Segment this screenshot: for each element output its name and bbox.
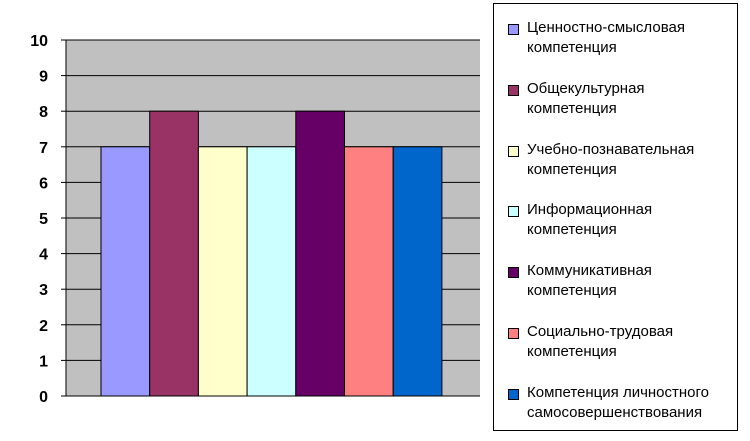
legend-swatch xyxy=(508,206,519,218)
bar-6 xyxy=(344,146,394,397)
legend-label: Информационная компетенция xyxy=(527,201,653,239)
legend-label: Социально-трудовая компетенция xyxy=(527,323,674,360)
legend-label: Ценностно-смысловая компетенция xyxy=(527,19,685,56)
y-tick-label: 4 xyxy=(39,247,48,264)
y-tick-label: 7 xyxy=(39,140,48,157)
y-tick-label: 10 xyxy=(30,33,48,50)
legend-swatch xyxy=(508,24,519,35)
y-tick-label: 1 xyxy=(39,353,48,370)
legend-swatch xyxy=(508,328,519,339)
legend-label: Компетенция личностного самосовершенство… xyxy=(527,383,709,421)
bar-chart: 0 1 2 3 4 5 6 7 8 9 10 xyxy=(30,33,480,406)
legend: Ценностно-смысловая компетенция Общекульт… xyxy=(493,3,738,431)
legend-swatch xyxy=(508,388,519,400)
y-tick-label: 0 xyxy=(39,389,48,406)
legend-swatch xyxy=(508,145,519,157)
bar-3 xyxy=(197,146,248,397)
bar-7 xyxy=(392,146,443,397)
y-tick-label: 3 xyxy=(39,282,48,299)
y-tick-label: 8 xyxy=(39,104,48,121)
legend-label: Учебно-познавательная компетенция xyxy=(527,140,695,178)
y-tick-label: 9 xyxy=(39,69,48,86)
bar-5 xyxy=(295,110,345,397)
y-tick-label: 6 xyxy=(39,175,48,192)
legend-swatch xyxy=(508,267,519,279)
y-tick-label: 2 xyxy=(39,318,48,335)
bar-1 xyxy=(100,146,151,397)
legend-label: Общекультурная компетенция xyxy=(527,79,645,117)
bar-4 xyxy=(246,146,297,397)
legend-label: Коммуникативная компетенция xyxy=(527,262,652,300)
bar-2 xyxy=(149,110,199,397)
y-axis-ticks: 0 1 2 3 4 5 6 7 8 9 10 xyxy=(30,33,66,406)
y-tick-label: 5 xyxy=(39,211,48,228)
bars xyxy=(100,110,443,397)
legend-swatch xyxy=(508,84,519,96)
